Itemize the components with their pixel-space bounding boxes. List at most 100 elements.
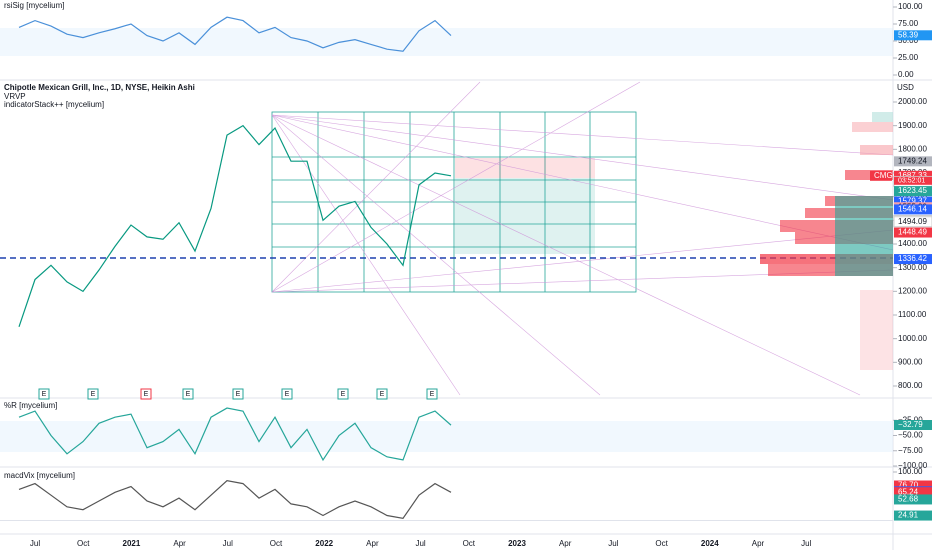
x-tick-label: Jul xyxy=(608,539,618,548)
y-tick-label: 100.00 xyxy=(898,467,923,476)
y-tick-label: 25.00 xyxy=(898,53,919,62)
earnings-marker[interactable] xyxy=(38,388,50,400)
price-line xyxy=(18,407,452,462)
earnings-marker[interactable] xyxy=(281,388,293,400)
price-tag-label: 1749.24 xyxy=(898,156,927,165)
price-line xyxy=(18,16,452,52)
y-tick-label: −100.00 xyxy=(898,461,928,470)
y-tick-label: 1400.00 xyxy=(898,239,927,248)
price-tag-label: 58.39 xyxy=(898,30,919,39)
price-tag xyxy=(894,420,932,431)
earnings-label: E xyxy=(186,391,191,398)
price-tag xyxy=(894,480,932,491)
x-tick-label: Oct xyxy=(463,539,476,548)
price-tag-label: 1494.09 xyxy=(898,217,927,226)
y-tick-label: 2000.00 xyxy=(898,97,927,106)
price-tag xyxy=(894,186,932,197)
price-tag xyxy=(894,196,932,207)
price-tag-label: 24.91 xyxy=(898,511,919,520)
x-tick-label: Apr xyxy=(366,539,379,548)
y-tick-label: 75.00 xyxy=(898,19,919,28)
x-tick-label: 2022 xyxy=(315,539,333,548)
x-tick-label: Oct xyxy=(655,539,668,548)
price-tag-label: 1448.49 xyxy=(898,228,927,237)
y-tick-label: 1600.00 xyxy=(898,192,927,201)
y-tick-label: 50.00 xyxy=(898,36,919,45)
y-tick-label: 1800.00 xyxy=(898,144,927,153)
tick-base xyxy=(0,520,893,521)
y-tick-label: 1900.00 xyxy=(898,121,927,130)
panel-title: %R [mycelium] xyxy=(4,401,57,410)
target-zone xyxy=(455,178,595,254)
y-tick-label: 0.00 xyxy=(898,70,914,79)
price-tag-label: −32.79 xyxy=(898,420,923,429)
y-tick-label: 900.00 xyxy=(898,357,923,366)
x-tick-label: Jul xyxy=(801,539,811,548)
y-tick-label: −75.00 xyxy=(898,446,923,455)
price-tag xyxy=(894,487,932,498)
stop-zone xyxy=(455,158,595,178)
earnings-label: E xyxy=(236,391,241,398)
earnings-label: E xyxy=(144,391,149,398)
rsi-band xyxy=(0,28,893,56)
y-tick-label: −25.00 xyxy=(898,415,923,424)
x-tick-label: Jul xyxy=(223,539,233,548)
x-tick-label: Oct xyxy=(77,539,90,548)
price-tag-label: 1687.33 xyxy=(898,171,927,180)
symbol-tag xyxy=(870,170,892,181)
y-tick-label: 1200.00 xyxy=(898,286,927,295)
earnings-label: E xyxy=(341,391,346,398)
y-tick-label: 800.00 xyxy=(898,381,923,390)
unit: USD xyxy=(897,83,914,92)
price-tag xyxy=(894,156,932,167)
price-tag xyxy=(893,216,932,228)
x-tick-label: Jul xyxy=(415,539,425,548)
earnings-marker[interactable] xyxy=(182,388,194,400)
earnings-marker[interactable] xyxy=(426,388,438,400)
y-tick-label: 1000.00 xyxy=(898,334,927,343)
earnings-marker[interactable] xyxy=(140,388,152,400)
price-tag xyxy=(894,204,932,215)
price-tag-label: 52.68 xyxy=(898,495,919,504)
x-tick-label: 2023 xyxy=(508,539,526,548)
earnings-label: E xyxy=(430,391,435,398)
volume-profile xyxy=(760,112,893,370)
price-tag-label: 65.24 xyxy=(898,487,919,496)
price-tag-label: 1623.45 xyxy=(898,186,927,195)
wr-band xyxy=(0,421,893,452)
price-line xyxy=(18,124,452,328)
x-tick-label: Oct xyxy=(270,539,283,548)
earnings-marker[interactable] xyxy=(232,388,244,400)
price-tag xyxy=(894,227,932,238)
countdown: 03:52:01 xyxy=(898,178,925,185)
indicator-name: indicatorStack++ [mycelium] xyxy=(4,100,104,109)
earnings-marker[interactable] xyxy=(87,388,99,400)
price-tag-label: 1336.42 xyxy=(898,254,927,263)
price-tag-label: 1546.14 xyxy=(898,205,927,214)
earnings-marker[interactable] xyxy=(376,388,388,400)
x-tick-label: Jul xyxy=(30,539,40,548)
x-tick-label: 2024 xyxy=(701,539,719,548)
price-line xyxy=(18,480,452,520)
price-tag xyxy=(894,494,932,505)
price-tag-label: 1579.37 xyxy=(898,197,927,206)
price-tag xyxy=(894,254,932,265)
symbol-title: Chipotle Mexican Grill, Inc., 1D, NYSE, … xyxy=(4,83,195,92)
x-tick-label: Apr xyxy=(752,539,765,548)
price-tag xyxy=(894,30,932,41)
earnings-label: E xyxy=(285,391,290,398)
gann-box xyxy=(271,111,637,293)
y-tick-label: 1100.00 xyxy=(898,310,927,319)
indicator-name: VRVP xyxy=(4,92,26,101)
y-tick-label: 100.00 xyxy=(898,2,923,11)
y-tick-label: −50.00 xyxy=(898,431,923,440)
y-tick-label: 1300.00 xyxy=(898,263,927,272)
x-tick-label: Apr xyxy=(173,539,186,548)
earnings-label: E xyxy=(91,391,96,398)
price-tag xyxy=(894,510,932,521)
earnings-marker[interactable] xyxy=(337,388,349,400)
x-tick-label: 2021 xyxy=(123,539,141,548)
earnings-label: E xyxy=(42,391,47,398)
panel-title: macdVix [mycelium] xyxy=(4,471,75,480)
